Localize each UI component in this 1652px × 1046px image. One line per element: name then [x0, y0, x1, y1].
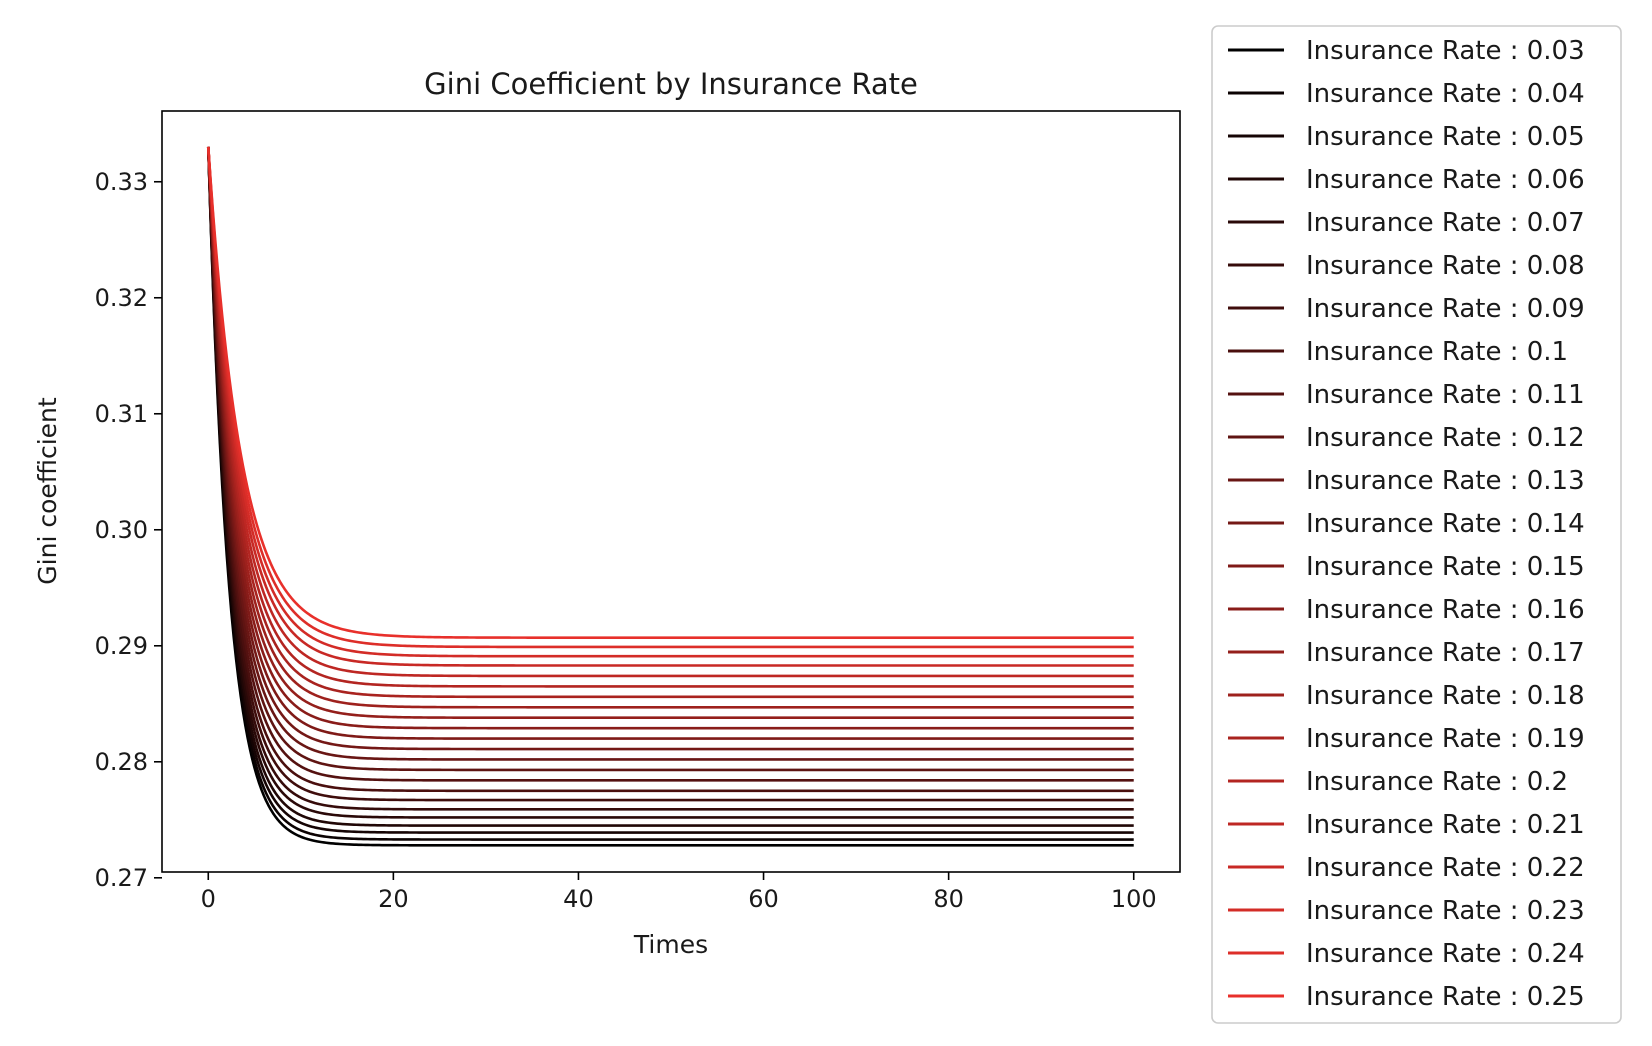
x-axis-label: Times [633, 930, 708, 959]
y-axis-ticks: 0.27 0.28 0.29 0.30 0.31 0.32 0.33 [95, 168, 162, 892]
series-line [206, 146, 1134, 649]
series-line [206, 146, 1134, 688]
legend-label: Insurance Rate : 0.22 [1306, 853, 1585, 883]
y-tick-label: 0.33 [95, 168, 148, 196]
legend-label: Insurance Rate : 0.14 [1306, 509, 1585, 539]
legend-label: Insurance Rate : 0.1 [1306, 337, 1568, 367]
series-line [206, 146, 1134, 740]
series-line [206, 146, 1134, 793]
series-line [206, 146, 1134, 772]
legend-label: Insurance Rate : 0.15 [1306, 552, 1585, 582]
legend-label: Insurance Rate : 0.24 [1306, 939, 1585, 969]
legend-label: Insurance Rate : 0.04 [1306, 79, 1585, 109]
legend-label: Insurance Rate : 0.09 [1306, 294, 1585, 324]
legend-label: Insurance Rate : 0.08 [1306, 251, 1585, 281]
series-line [206, 146, 1134, 841]
series-line [206, 146, 1134, 761]
x-tick-label: 20 [378, 885, 409, 913]
x-tick-label: 80 [933, 885, 964, 913]
x-tick-label: 100 [1111, 885, 1157, 913]
series-line [206, 146, 1134, 678]
series-line [206, 146, 1134, 834]
series-line [206, 146, 1134, 782]
series-line [206, 146, 1134, 730]
legend-label: Insurance Rate : 0.25 [1306, 982, 1585, 1012]
series-lines [206, 146, 1134, 847]
legend-label: Insurance Rate : 0.19 [1306, 724, 1585, 754]
legend-label: Insurance Rate : 0.23 [1306, 896, 1585, 926]
legend-label: Insurance Rate : 0.05 [1306, 122, 1585, 152]
legend-label: Insurance Rate : 0.12 [1306, 423, 1585, 453]
legend-label: Insurance Rate : 0.17 [1306, 638, 1585, 668]
legend-label: Insurance Rate : 0.18 [1306, 681, 1585, 711]
legend-label: Insurance Rate : 0.2 [1306, 767, 1568, 797]
legend-label: Insurance Rate : 0.13 [1306, 466, 1585, 496]
x-tick-label: 60 [748, 885, 779, 913]
legend-label: Insurance Rate : 0.03 [1306, 36, 1585, 66]
legend-items: Insurance Rate : 0.03 Insurance Rate : 0.… [1228, 36, 1585, 1012]
series-line [206, 146, 1134, 699]
series-line [206, 146, 1134, 709]
legend-frame [1211, 25, 1622, 1024]
y-tick-label: 0.31 [95, 400, 148, 428]
y-tick-label: 0.29 [95, 632, 148, 660]
legend-label: Insurance Rate : 0.11 [1306, 380, 1585, 410]
plot-frame [161, 110, 1181, 873]
series-line [206, 146, 1134, 751]
series-line [206, 146, 1134, 802]
x-tick-label: 0 [201, 885, 216, 913]
chart-title: Gini Coefficient by Insurance Rate [424, 67, 918, 101]
legend-label: Insurance Rate : 0.06 [1306, 165, 1585, 195]
y-axis-label: Gini coefficient [33, 397, 62, 585]
legend-label: Insurance Rate : 0.16 [1306, 595, 1585, 625]
series-line [206, 146, 1134, 811]
series-line [206, 146, 1134, 819]
y-tick-label: 0.28 [95, 748, 148, 776]
series-line [206, 146, 1134, 658]
legend-label: Insurance Rate : 0.07 [1306, 208, 1585, 238]
legend-label: Insurance Rate : 0.21 [1306, 810, 1585, 840]
legend: Insurance Rate : 0.03 Insurance Rate : 0.… [1211, 25, 1622, 1024]
series-line [206, 146, 1134, 639]
y-tick-label: 0.30 [95, 516, 148, 544]
series-line [206, 146, 1134, 847]
x-axis-ticks: 0 20 40 60 80 100 [201, 872, 1157, 913]
series-line [206, 146, 1134, 667]
y-tick-label: 0.27 [95, 864, 148, 892]
x-tick-label: 40 [563, 885, 594, 913]
series-line [206, 146, 1134, 827]
y-tick-label: 0.32 [95, 284, 148, 312]
series-line [206, 146, 1134, 720]
